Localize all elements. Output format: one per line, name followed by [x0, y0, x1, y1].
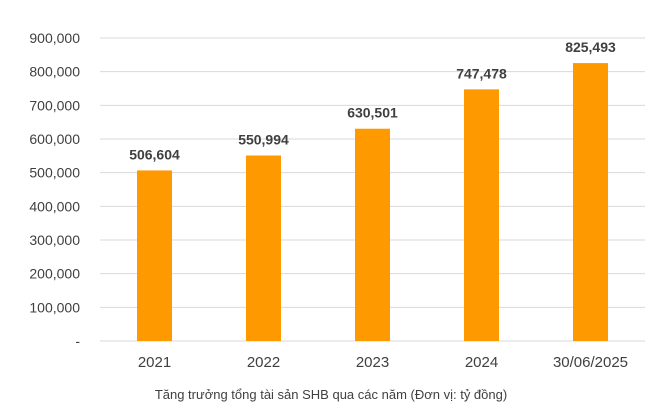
y-tick-label: 500,000 — [29, 165, 80, 181]
y-tick-label: 300,000 — [29, 232, 80, 248]
y-tick-label: 100,000 — [29, 299, 80, 315]
y-tick-label: 400,000 — [29, 198, 80, 214]
bar — [246, 155, 281, 341]
y-tick-label: 800,000 — [29, 64, 80, 80]
x-tick-label: 2024 — [465, 354, 498, 371]
y-tick-label: 900,000 — [29, 30, 80, 46]
data-label: 630,501 — [347, 105, 398, 121]
bar — [355, 128, 390, 341]
x-tick-label: 2022 — [247, 354, 280, 371]
data-label: 550,994 — [238, 131, 289, 147]
data-label: 825,493 — [565, 39, 616, 55]
bar — [137, 170, 172, 341]
x-tick-label: 2023 — [356, 354, 389, 371]
data-label: 747,478 — [456, 65, 507, 81]
data-label: 506,604 — [129, 146, 180, 162]
y-tick-label: 600,000 — [29, 131, 80, 147]
y-tick-label: - — [75, 333, 80, 349]
bar — [464, 89, 499, 341]
x-tick-label: 30/06/2025 — [553, 354, 628, 371]
x-tick-label: 2021 — [138, 354, 171, 371]
y-tick-label: 200,000 — [29, 266, 80, 282]
bar — [573, 63, 608, 342]
chart-caption: Tăng trưởng tổng tài sản SHB qua các năm… — [154, 387, 508, 402]
y-tick-label: 700,000 — [29, 97, 80, 113]
